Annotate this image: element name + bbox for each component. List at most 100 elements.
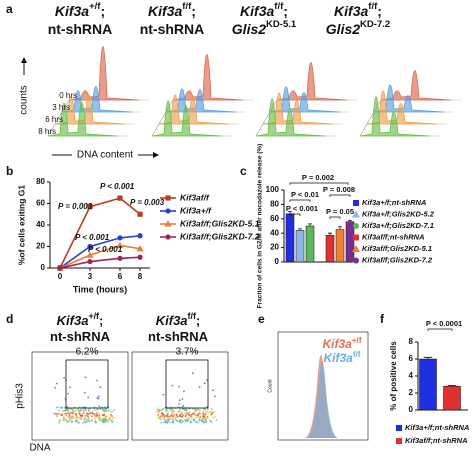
label-part: +/f xyxy=(88,311,99,321)
event xyxy=(169,421,172,424)
plot-frame xyxy=(277,331,369,441)
event xyxy=(79,409,82,412)
event xyxy=(199,409,201,412)
event xyxy=(103,406,106,408)
event xyxy=(79,415,82,417)
event xyxy=(171,408,174,411)
event xyxy=(180,411,182,414)
panel-letter: e xyxy=(258,312,265,326)
legend-label: Kif3a+/f;nt-shRNA xyxy=(405,423,469,432)
event xyxy=(105,415,107,418)
event xyxy=(111,421,113,424)
histogram xyxy=(151,100,223,137)
panel-letter: b xyxy=(6,164,13,178)
event xyxy=(97,412,100,414)
legend-label: Kif3a+/f;Glis2KD-7.1 xyxy=(362,221,434,230)
event xyxy=(160,410,162,413)
event xyxy=(162,408,164,411)
event xyxy=(83,420,86,423)
panel-letter: d xyxy=(6,312,13,326)
event xyxy=(170,413,173,416)
event xyxy=(90,415,93,418)
event xyxy=(174,416,177,419)
event xyxy=(178,415,181,418)
bracket xyxy=(289,182,349,185)
y-tick-label: 80 xyxy=(36,177,45,186)
event xyxy=(179,413,181,416)
event xyxy=(166,422,169,424)
annotation: P < 0.001 xyxy=(88,245,123,254)
event xyxy=(192,419,195,422)
bracket xyxy=(329,216,341,219)
y-tick-label: 8 xyxy=(409,337,414,346)
bar xyxy=(295,230,305,263)
histogram xyxy=(165,88,237,113)
event xyxy=(167,419,170,422)
label-part: f/f xyxy=(368,1,378,12)
label: Kif3a+/f xyxy=(322,336,361,352)
event xyxy=(75,414,78,416)
event xyxy=(81,414,84,416)
legend-label: Kif3af/f xyxy=(180,192,210,202)
event xyxy=(88,413,90,415)
marker xyxy=(137,254,143,260)
annotation: P < 0.0001 xyxy=(426,319,462,328)
event xyxy=(87,408,90,411)
time-label: 8 hrs xyxy=(38,127,56,136)
event xyxy=(162,421,165,424)
marker xyxy=(353,257,359,264)
event xyxy=(156,408,159,411)
event xyxy=(210,408,213,411)
event xyxy=(192,412,195,415)
label-part: nt-shRNA xyxy=(140,21,205,37)
annotation: P = 0.05 xyxy=(326,207,354,216)
event xyxy=(211,416,214,419)
event xyxy=(78,412,81,415)
marker xyxy=(117,235,123,241)
event xyxy=(67,410,70,413)
event xyxy=(67,412,70,415)
event xyxy=(101,417,104,420)
event xyxy=(181,408,184,410)
event xyxy=(65,419,67,422)
event xyxy=(56,412,59,415)
label-part: Glis2 xyxy=(232,21,266,37)
event xyxy=(86,420,88,422)
event xyxy=(82,421,84,424)
event xyxy=(189,420,192,423)
y-label: Fraction of cells in G2/M after nocodazo… xyxy=(257,144,264,309)
error-bar xyxy=(308,223,312,226)
event xyxy=(92,412,94,415)
event xyxy=(197,421,200,424)
marker xyxy=(396,438,402,444)
y-label: % of positive cells xyxy=(389,341,398,411)
label-part: KD-7.2 xyxy=(360,19,390,30)
event xyxy=(113,416,115,419)
event xyxy=(183,390,185,393)
label-part: Kif3a xyxy=(323,351,353,365)
event xyxy=(77,409,80,412)
event xyxy=(178,385,181,388)
histogram xyxy=(255,98,327,137)
error-bar xyxy=(447,384,457,387)
y-tick-label: 60 xyxy=(36,199,45,208)
event xyxy=(110,419,112,422)
bar xyxy=(335,229,345,263)
event xyxy=(97,395,100,398)
event xyxy=(112,410,114,413)
label-part: Kif3a xyxy=(57,313,89,328)
x-tick-label: 6 xyxy=(118,272,123,281)
event xyxy=(181,413,183,416)
event xyxy=(96,379,98,382)
event xyxy=(110,413,112,416)
event xyxy=(67,416,69,419)
histogram xyxy=(306,362,338,438)
event xyxy=(78,417,81,420)
event xyxy=(169,415,172,417)
marker xyxy=(87,243,93,250)
event xyxy=(178,402,180,405)
event xyxy=(60,414,63,416)
x-tick-label: 8 xyxy=(138,272,143,281)
label: Kif3a+/f; xyxy=(57,311,104,328)
